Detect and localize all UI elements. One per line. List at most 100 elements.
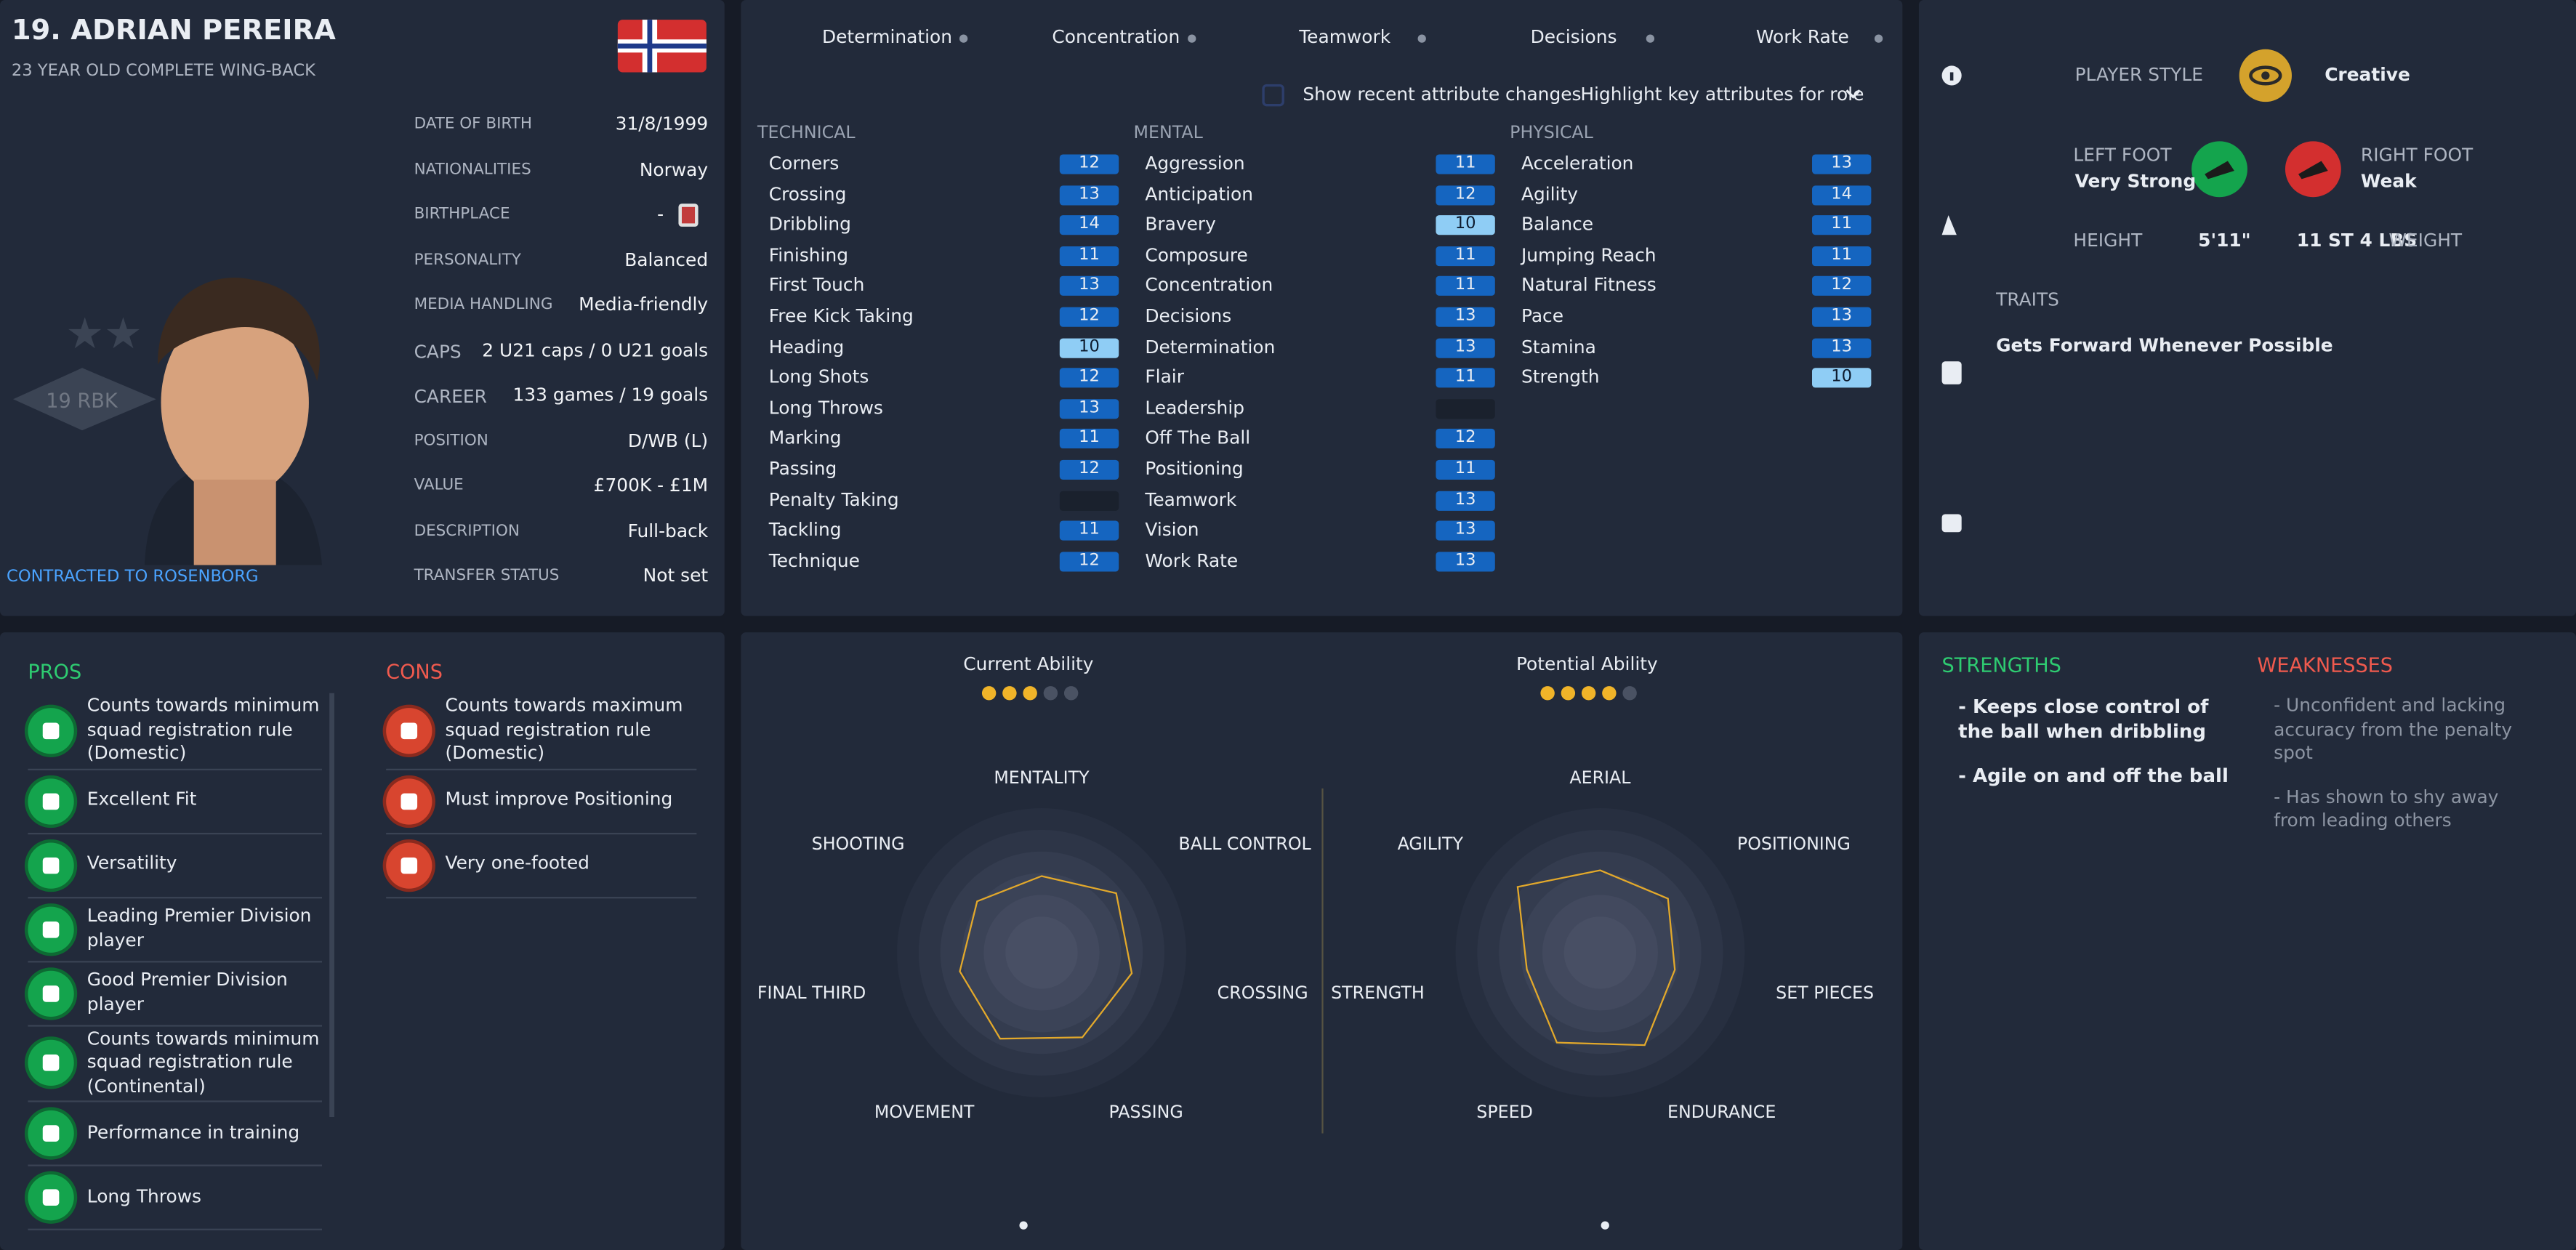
radar-axis-label: SET PIECES (1776, 983, 1874, 1003)
attribute-name: First Touch (768, 275, 865, 297)
icon-glyph (42, 722, 60, 739)
item-text: Counts towards maximum squad registratio… (445, 695, 683, 764)
attribute-value: 10 (1436, 215, 1495, 235)
filter-dot (1875, 34, 1883, 43)
radar-axis-label: STRENGTH (1331, 983, 1425, 1003)
attribute-value: 13 (1436, 551, 1495, 572)
star (1540, 686, 1555, 701)
filter-dot (1417, 34, 1425, 43)
icon-glyph (42, 1125, 60, 1142)
page-dot[interactable] (1019, 1221, 1028, 1230)
detail-value: £700K - £1M (593, 475, 709, 496)
attribute-value: 11 (1059, 429, 1119, 449)
attribute-value: 10 (1812, 368, 1872, 388)
star (981, 686, 997, 701)
filter-label[interactable]: Decisions (1530, 26, 1617, 48)
item-text: Leading Premier Division player (86, 905, 312, 951)
svg-text:★★: ★★ (65, 308, 142, 358)
attribute-name: Balance (1521, 214, 1594, 235)
report-panel (1918, 632, 2576, 1250)
star (1002, 686, 1017, 701)
attribute-name: Penalty Taking (768, 488, 899, 511)
style-value: Creative (2325, 64, 2410, 86)
list-item: Must improve Positioning (386, 770, 697, 834)
attribute-value: 13 (1059, 276, 1119, 297)
attribute-name: Teamwork (1145, 488, 1237, 511)
attribute-value: 13 (1436, 520, 1495, 541)
attribute-name: Pace (1521, 305, 1564, 327)
attribute-value: 11 (1436, 368, 1495, 388)
contract: CONTRACTED TO ROSENBORG (7, 568, 259, 586)
attribute-name: Strength (1521, 366, 1600, 388)
attributes-panel (741, 0, 1903, 616)
right-foot-label: RIGHT FOOT (2360, 144, 2474, 166)
item-icon (28, 906, 74, 952)
section-title: MENTAL (1133, 123, 1203, 143)
list-item: Counts towards maximum squad registratio… (386, 693, 697, 770)
filter-label[interactable]: Concentration (1052, 26, 1180, 48)
item-text: Counts towards minimum squad registratio… (86, 695, 320, 764)
icon-glyph (42, 1055, 60, 1072)
weight-value: 11 ST 4 LBS (2296, 230, 2418, 251)
attribute-value: 11 (1436, 246, 1495, 266)
detail-value: 2 U21 caps / 0 U21 goals (482, 339, 709, 361)
detail-value: 133 games / 19 goals (512, 384, 709, 406)
list-item: Performance in training (28, 1102, 323, 1166)
icon-glyph (42, 1189, 60, 1206)
star (1023, 686, 1037, 701)
player-photo (144, 277, 322, 565)
attribute-value: 12 (1436, 185, 1495, 205)
attribute-name: Leadership (1145, 397, 1245, 419)
detail-label: POSITION (414, 431, 488, 450)
attribute-name: Positioning (1145, 458, 1244, 480)
filter-label[interactable]: Teamwork (1299, 26, 1391, 48)
ability-stars (981, 686, 1079, 701)
attribute-name: Jumping Reach (1521, 244, 1657, 266)
section-title: TECHNICAL (757, 123, 856, 143)
cons-title: CONS (386, 660, 443, 684)
detail-value: Not set (643, 565, 709, 586)
detail-label: DATE OF BIRTH (414, 115, 533, 134)
detail-value: Balanced (624, 249, 709, 270)
attribute-value: 10 (1059, 337, 1119, 358)
star (1581, 686, 1596, 701)
attribute-value: 13 (1059, 185, 1119, 205)
attribute-value (1436, 398, 1495, 419)
item-icon (28, 1110, 74, 1157)
attribute-name: Stamina (1521, 336, 1596, 358)
left-foot-value: Very Strong (2074, 171, 2197, 193)
detail-value: D/WB (L) (627, 430, 709, 451)
radar-axis-label: ENDURANCE (1667, 1102, 1776, 1122)
page-dot[interactable] (1601, 1221, 1609, 1230)
player-subtitle: 23 YEAR OLD COMPLETE WING-BACK (11, 62, 315, 81)
checkbox[interactable] (1262, 84, 1284, 107)
highlight-dropdown[interactable]: Highlight key attributes for role (1580, 84, 1864, 105)
radar-axis-label: PASSING (1108, 1102, 1183, 1122)
style-label: PLAYER STYLE (2074, 64, 2203, 86)
strengths-title: STRENGTHS (1941, 653, 2061, 677)
item-text: Performance in training (86, 1121, 300, 1143)
list-item: Good Premier Division player (28, 961, 323, 1026)
attribute-name: Passing (768, 458, 837, 480)
detail-label: VALUE (414, 476, 464, 495)
right-foot-value: Weak (2360, 171, 2417, 193)
attribute-name: Crossing (768, 183, 847, 205)
height-value: 5'11" (2198, 230, 2251, 251)
filter-label[interactable]: Determination (821, 26, 953, 48)
detail-label: BIRTHPLACE (414, 205, 510, 224)
detail-label: DESCRIPTION (414, 521, 520, 540)
attribute-name: Free Kick Taking (768, 305, 914, 327)
attribute-name: Agility (1521, 183, 1578, 205)
attribute-name: Flair (1145, 366, 1184, 388)
attribute-name: Acceleration (1521, 153, 1634, 174)
radar-axis-label: MOVEMENT (874, 1102, 975, 1122)
detail-label: CAPS (414, 340, 462, 363)
show-changes[interactable]: Show recent attribute changes (1303, 84, 1582, 105)
foot-icons (2191, 141, 2341, 198)
item-text: Excellent Fit (86, 789, 197, 810)
dropdown-arrow[interactable] (1846, 89, 1861, 99)
filter-label[interactable]: Work Rate (1755, 26, 1849, 48)
icon-glyph (401, 722, 418, 739)
item-text: Very one-footed (445, 852, 589, 874)
